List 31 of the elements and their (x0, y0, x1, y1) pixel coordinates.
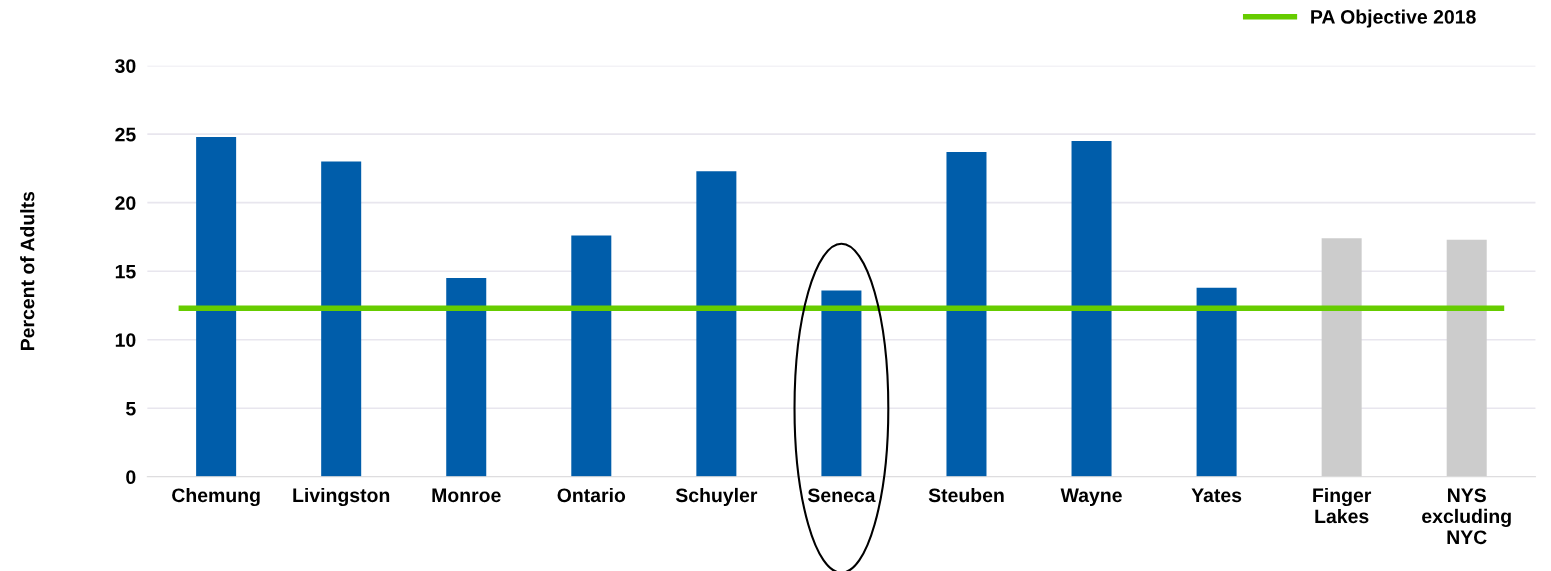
bar (571, 235, 612, 477)
bar (196, 136, 237, 477)
y-tick-label: 25 (115, 127, 136, 142)
x-tick-label: Livingston (293, 487, 390, 507)
y-tick-label: 0 (126, 470, 136, 485)
x-tick-label: Seneca (807, 488, 876, 503)
bar (1071, 141, 1112, 477)
bar (1446, 239, 1487, 477)
y-tick-label: 20 (115, 196, 136, 210)
legend-label: PA Objective 2018 (1311, 9, 1476, 28)
y-tick-label: 15 (115, 264, 136, 279)
x-tick-label: Finger Lakes (1313, 487, 1372, 524)
x-tick-label: Steuben (928, 487, 1004, 503)
y-axis-title: Percent of Adults (20, 191, 35, 351)
bar (696, 171, 737, 477)
y-tick-label: 5 (126, 401, 136, 416)
bar (321, 161, 362, 477)
x-tick-label: Monroe (432, 488, 501, 503)
bar (946, 152, 987, 477)
x-tick-label: NYS excluding NYC (1422, 488, 1511, 545)
x-tick-label: Wayne (1060, 488, 1122, 507)
bar (1196, 287, 1237, 477)
x-tick-label: Schuyler (675, 487, 758, 507)
bar (1321, 238, 1362, 477)
x-tick-label: Chemung (172, 487, 260, 507)
y-tick-label: 30 (115, 59, 136, 73)
y-tick-label: 10 (115, 333, 136, 347)
bar (446, 278, 487, 477)
bar (821, 290, 862, 477)
x-tick-label: Ontario (557, 487, 626, 503)
x-tick-label: Yates (1191, 488, 1242, 503)
